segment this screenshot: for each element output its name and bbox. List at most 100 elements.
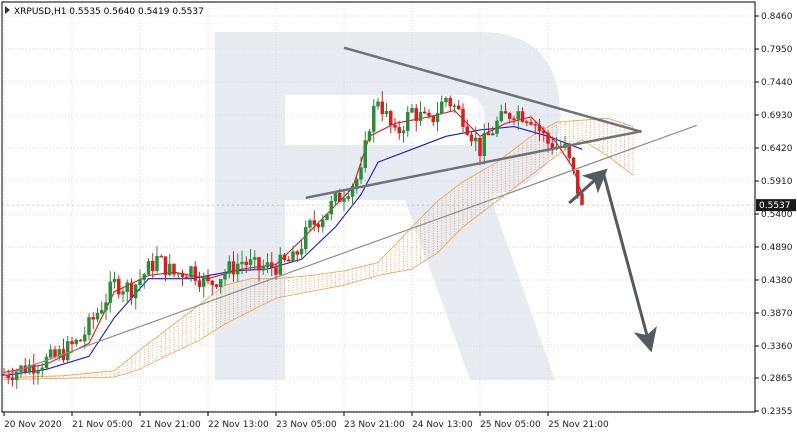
candle-bull — [100, 309, 104, 314]
candle-bull — [138, 279, 142, 285]
y-tick-label: 0.3360 — [761, 342, 793, 352]
candle-bear — [431, 115, 435, 123]
candle-bear — [478, 137, 482, 156]
y-tick-label: 0.5400 — [761, 210, 793, 220]
candle-bear — [423, 111, 427, 114]
x-tick-label: 25 Nov 21:00 — [548, 420, 609, 430]
candle-bull — [401, 130, 406, 134]
candle-bear — [159, 255, 163, 258]
candle-bull — [87, 317, 91, 336]
candle-bull — [516, 111, 520, 120]
candle-bear — [529, 121, 533, 125]
y-tick-label: 0.7950 — [761, 45, 793, 55]
plot-frame — [1, 1, 756, 413]
candle-bear — [117, 278, 121, 295]
candle-bull — [495, 120, 499, 134]
candle-bull — [372, 105, 376, 132]
candle-bear — [537, 124, 542, 131]
forecast-arrows — [568, 168, 657, 353]
candle-bear — [389, 111, 393, 126]
y-tick-label: 0.3870 — [761, 309, 793, 319]
symbol-header: XRPUSD,H1 0.5535 0.5640 0.5419 0.5537 — [5, 6, 204, 17]
candle-bull — [83, 334, 87, 342]
candle-bull — [278, 254, 282, 275]
y-tick-label: 0.6930 — [761, 111, 793, 121]
kijun-line — [3, 126, 583, 377]
current-price-tag — [756, 199, 796, 212]
candle-bear — [457, 105, 461, 110]
forecast-arrow — [601, 172, 657, 353]
candle-bear — [78, 339, 83, 342]
candle-bull — [176, 272, 180, 275]
candle-bear — [129, 282, 134, 299]
candle-bear — [414, 108, 418, 121]
candle-bull — [491, 133, 495, 136]
x-tick-label: 23 Nov 21:00 — [344, 420, 405, 430]
candle-bull — [384, 111, 389, 115]
trendline-thick — [343, 46, 642, 134]
candle-bear — [465, 126, 469, 135]
candle-bull — [482, 132, 486, 156]
candle-bear — [316, 224, 321, 228]
x-tick-label: 23 Nov 05:00 — [276, 420, 337, 430]
candle-bull — [248, 259, 253, 266]
candle-bull — [325, 213, 329, 220]
candle-bull — [474, 137, 478, 142]
candle-bear — [380, 101, 384, 115]
collapse-triangle-icon[interactable] — [5, 6, 10, 14]
candle-bear — [244, 261, 248, 266]
candle-bull — [142, 274, 146, 280]
candle-bear — [580, 193, 584, 206]
candle-bull — [435, 113, 440, 123]
candle-bull — [240, 261, 244, 265]
candle-bull — [333, 193, 338, 202]
y-tick-label: 0.6420 — [761, 144, 793, 154]
candle-bear — [231, 261, 236, 275]
candle-bear — [10, 377, 15, 381]
y-tick-label: 0.7440 — [761, 78, 793, 88]
x-tick-label: 22 Nov 13:00 — [208, 420, 269, 430]
candle-bear — [512, 118, 516, 120]
candle-bull — [406, 111, 410, 131]
candle-bull — [440, 101, 444, 114]
y-tick-label: 0.8460 — [761, 12, 793, 22]
candle-bull — [219, 279, 223, 288]
candle-bear — [508, 113, 512, 119]
candle-bull — [74, 339, 78, 345]
candle-bull — [359, 167, 363, 180]
candle-bear — [503, 111, 508, 114]
y-tick-label: 0.4380 — [761, 276, 793, 286]
candle-bear — [525, 121, 529, 123]
candle-bull — [265, 262, 270, 268]
candle-bull — [112, 278, 117, 283]
candle-bull — [367, 131, 372, 141]
candle-bull — [376, 101, 380, 107]
candle-bear — [571, 157, 576, 171]
candle-bear — [32, 364, 36, 374]
watermark-logo — [215, 32, 560, 380]
cloud-lower-edge — [3, 139, 634, 380]
candle-bear — [274, 267, 278, 275]
candle-bull — [321, 219, 325, 228]
candle-bear — [546, 132, 550, 144]
trendline-thin — [3, 124, 697, 377]
axes: 0.8460 0.7950 0.7440 0.6930 0.6420 0.5910 0.54… — [2, 12, 796, 430]
candle-bear — [287, 259, 291, 262]
candle-bull — [363, 140, 367, 168]
watermark-r-shape — [215, 32, 560, 380]
candle-bear — [91, 317, 95, 320]
cloud-upper-edge — [3, 117, 634, 379]
candle-bull — [329, 200, 333, 215]
candle-bear — [163, 256, 168, 276]
candle-bull — [253, 257, 257, 260]
candle-bull — [57, 349, 61, 357]
candle-bull — [202, 276, 206, 287]
current-price-label: 0.5537 — [759, 201, 791, 211]
candle-bear — [23, 365, 27, 373]
candle-bear — [461, 108, 465, 127]
candle-bear — [70, 341, 74, 345]
candle-bull — [350, 186, 355, 197]
candle-bull — [134, 284, 138, 299]
